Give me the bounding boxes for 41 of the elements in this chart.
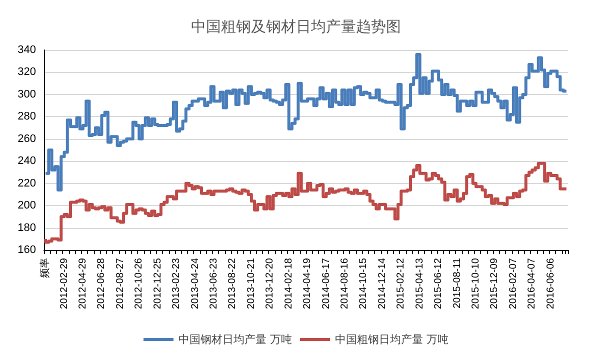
x-tick-label: 2013-08-22: [227, 258, 238, 310]
x-tick-label: 2014-04-19: [302, 258, 314, 310]
y-tick-label: 280: [18, 110, 36, 123]
x-tick-label: 2015-06-12: [433, 258, 444, 310]
x-tick-label: 2014-10-15: [358, 258, 370, 310]
x-tick-label: 2013-06-23: [208, 258, 220, 310]
y-tick-label: 180: [18, 222, 36, 234]
x-tick-label: 2012-06-28: [96, 258, 108, 310]
x-tick-label: 2014-12-14: [376, 258, 388, 310]
y-tick-label: 240: [18, 155, 36, 168]
legend-label: 中国粗钢日均产量 万吨: [335, 333, 448, 346]
x-tick-label: 2016-04-07: [526, 258, 538, 310]
x-tick-label: 2012-12-25: [152, 258, 164, 310]
x-tick-label: 2013-10-21: [246, 258, 257, 310]
x-tick-label: 2013-04-24: [190, 258, 201, 310]
y-tick-label: 200: [18, 200, 36, 212]
x-tick-label: 2015-10-10: [470, 258, 482, 310]
y-tick-label: 260: [18, 132, 36, 145]
x-tick-label: 2016-02-07: [508, 258, 519, 310]
x-tick-label: 2014-08-16: [339, 258, 350, 310]
x-tick-label: 2014-02-18: [283, 258, 294, 310]
y-tick-label: 340: [18, 44, 36, 56]
y-tick-label: 220: [18, 177, 36, 190]
y-tick-label: 320: [18, 66, 36, 78]
x-tick-label: 2015-04-13: [414, 258, 426, 310]
x-tick-label: 2012-08-27: [114, 258, 126, 310]
x-tick-label: 2014-06-17: [320, 258, 332, 310]
x-tick-label: 频率: [39, 258, 52, 278]
x-tick-label: 2015-12-09: [489, 258, 500, 310]
x-tick-label: 2016-06-06: [545, 258, 556, 310]
x-tick-label: 2015-02-12: [396, 258, 407, 310]
y-tick-label: 300: [18, 88, 36, 100]
x-tick-label: 2012-10-26: [134, 258, 145, 310]
x-tick-label: 2012-02-29: [58, 258, 70, 310]
x-tick-label: 2012-04-29: [77, 258, 88, 310]
x-tick-label: 2013-02-23: [171, 258, 182, 310]
legend-label: 中国钢材日均产量 万吨: [178, 333, 292, 346]
chart-title: 中国粗钢及钢材日均产量趋势图: [191, 18, 401, 36]
y-tick-label: 160: [18, 244, 36, 256]
x-tick-label: 2015-08-11: [452, 258, 463, 308]
x-tick-label: 2013-12-20: [264, 258, 276, 310]
